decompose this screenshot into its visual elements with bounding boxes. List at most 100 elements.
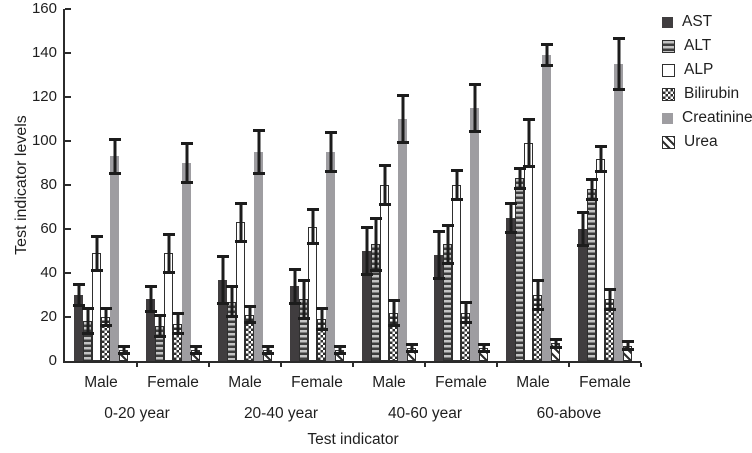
error-bar [576,210,589,248]
bar-ast [218,279,227,361]
error-bar [297,278,310,320]
bar-creatinine [182,163,191,361]
bar-creatinine [398,119,407,361]
bar-ast [578,229,587,361]
legend-item-ast: AST [662,10,752,34]
y-tick-label: 60 [40,220,57,237]
error-bar [378,164,391,206]
legend-item-alp: ALP [662,58,752,82]
error-bar [225,285,238,318]
error-bar [432,230,445,281]
y-tick-mark [65,272,71,274]
legend-swatch-alt-icon [662,39,675,53]
error-bar [153,314,166,338]
legend-label: ALT [684,37,712,54]
bar-ast [146,299,155,361]
legend-label: Bilirubin [684,85,740,102]
error-bar [306,208,319,246]
legend-item-urea: Urea [662,130,752,154]
bar-creatinine [254,152,263,361]
x-group-label: Female [435,374,487,391]
x-tick-mark [568,363,570,367]
error-bar [477,342,490,353]
error-bar [387,298,400,327]
legend-label: Urea [684,133,718,150]
y-tick-mark [65,316,71,318]
legend-label: AST [682,13,713,30]
legend-item-bilirubin: Bilirubin [662,82,752,106]
plot-area: 0 20 40 60 80 100 120 140 160 [32,0,642,369]
x-tick-mark [352,363,354,367]
error-bar [99,307,112,327]
y-tick-mark [65,140,71,142]
y-tick-label: 80 [40,176,57,193]
error-bar [504,201,517,235]
error-bar [459,300,472,325]
error-bar [324,131,337,173]
bar-creatinine [326,152,335,361]
y-tick-mark [65,228,71,230]
x-age-group-label: 40-60 year [387,405,463,422]
y-tick-mark [65,8,71,10]
error-bar [531,278,544,312]
error-bar [441,223,454,265]
bar-creatinine [110,156,119,361]
legend-swatch-creatinine-icon [662,112,673,124]
x-group-label: Female [291,374,343,391]
x-group-label: Male [516,374,550,391]
x-tick-mark [640,363,642,367]
y-tick-label: 40 [40,264,57,281]
error-bar [81,307,94,336]
y-tick-label: 140 [31,44,57,61]
legend-label: Creatinine [682,109,752,126]
bar-creatinine [614,64,623,361]
legend-item-alt: ALT [662,34,752,58]
y-tick-label: 120 [31,88,57,105]
error-bar [468,83,481,133]
x-tick-mark [208,363,210,367]
x-group-label: Male [228,374,262,391]
x-group-label: Female [579,374,631,391]
error-bar [396,94,409,144]
bar-ast [506,218,515,361]
x-tick-mark [136,363,138,367]
error-bar [180,142,193,184]
x-age-group-label: 60-above [536,405,602,422]
legend-swatch-bilirubin-icon [662,87,675,101]
error-bar [585,177,598,202]
x-group-label: Male [84,374,118,391]
y-tick-mark [65,96,71,98]
error-bar [252,129,265,175]
legend-swatch-alp-icon [662,63,675,77]
x-group-label: Male [372,374,406,391]
x-axis-title: Test indicator [307,431,399,448]
error-bar [234,201,247,243]
x-tick-mark [424,363,426,367]
error-bar [216,254,229,305]
error-bar [405,342,418,353]
y-tick-mark [65,52,71,54]
error-bar [117,344,130,356]
error-bar [171,311,184,336]
legend-swatch-ast-icon [662,16,673,28]
error-bar [90,234,103,272]
bar-ast [290,286,299,361]
error-bar [360,226,373,276]
error-bar [315,307,328,331]
error-bar [72,283,85,307]
error-bar [108,138,121,175]
error-bar [540,43,553,67]
y-tick-label: 20 [40,308,57,325]
error-bar [288,267,301,305]
bar-ast [362,251,371,361]
x-tick-mark [496,363,498,367]
x-group-label: Female [147,374,199,391]
error-bar [612,36,625,92]
error-bar [243,305,256,325]
error-bar [522,118,535,169]
x-age-group-label: 0-20 year [104,405,170,422]
error-bar [261,344,274,356]
error-bar [333,344,346,356]
y-tick-label: 100 [31,132,57,149]
